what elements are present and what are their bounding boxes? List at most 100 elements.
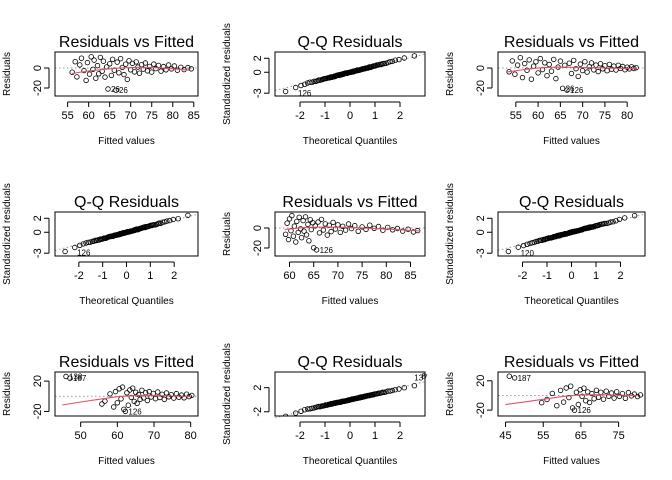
data-point: [302, 81, 308, 87]
data-point: [520, 242, 527, 249]
data-point: [506, 373, 512, 379]
data-point: [161, 396, 167, 403]
data-point: [571, 407, 578, 413]
x-tick-label: -1: [98, 270, 108, 282]
data-point: [99, 68, 105, 74]
data-point: [400, 228, 406, 234]
data-point: [105, 86, 111, 92]
data-point: [537, 55, 543, 62]
data-point: [170, 216, 176, 223]
point-label: 126: [320, 246, 334, 255]
data-point: [610, 218, 616, 225]
x-tick-label: 65: [104, 110, 116, 122]
plot-box: [274, 211, 426, 257]
data-point: [142, 60, 149, 66]
data-point: [588, 60, 595, 66]
y-tick-label: 2: [252, 385, 264, 391]
x-tick-label: 50: [75, 430, 87, 442]
data-point: [614, 389, 620, 395]
data-point: [83, 77, 89, 84]
plot-panel-5: Residuals vs Fitted 126 60 65 70 75 80 85 Fitted…: [222, 194, 426, 307]
x-tick-label: 55: [537, 430, 549, 442]
plot-box: [497, 51, 646, 97]
x-tick-label: 75: [146, 110, 158, 122]
y-tick-label: -20: [475, 402, 487, 418]
data-point: [546, 61, 552, 68]
data-point: [69, 69, 75, 75]
qq-reference-line: [54, 213, 199, 251]
data-point: [511, 375, 518, 381]
data-point: [401, 55, 407, 61]
data-point: [539, 400, 545, 406]
data-point: [385, 224, 391, 231]
data-point: [163, 67, 169, 73]
data-point: [581, 385, 587, 391]
data-point: [106, 61, 113, 67]
data-point: [128, 394, 134, 401]
y-axis-label: Standardized residuals: [445, 183, 456, 285]
data-point: [293, 84, 299, 91]
data-point: [566, 60, 572, 66]
data-point: [295, 229, 301, 236]
data-point: [78, 55, 85, 61]
x-tick-label: 0: [347, 430, 353, 442]
x-tick-label: 55: [61, 110, 73, 122]
plot-title: Residuals vs Fitted: [59, 34, 194, 51]
data-point: [175, 215, 181, 222]
x-tick-label: 85: [188, 110, 200, 122]
data-point: [387, 59, 393, 65]
data-point: [307, 79, 313, 85]
y-tick-label: 20: [32, 375, 44, 387]
plot-title: Residuals vs Fitted: [59, 354, 194, 371]
data-point: [505, 248, 512, 255]
data-point: [119, 384, 126, 390]
data-point: [324, 232, 330, 238]
x-axis-label: Fitted values: [543, 456, 600, 467]
data-point: [348, 225, 355, 232]
points-layer: [62, 212, 191, 255]
y-tick-label: -2: [252, 407, 264, 417]
data-point: [86, 71, 93, 77]
data-point: [135, 391, 142, 398]
data-point: [133, 59, 139, 65]
data-point: [392, 57, 398, 63]
data-point: [328, 228, 334, 235]
data-point: [97, 54, 104, 61]
x-tick-label: 60: [111, 430, 123, 442]
data-point: [300, 217, 306, 224]
point-label: 26: [111, 85, 120, 94]
data-point: [606, 61, 613, 68]
data-point: [315, 219, 321, 225]
data-point: [290, 233, 297, 239]
data-point: [568, 70, 575, 77]
data-point: [298, 234, 305, 241]
x-tick-label: 60: [283, 270, 295, 282]
data-point: [394, 225, 401, 232]
data-point: [77, 242, 83, 248]
y-tick-label: -20: [252, 240, 264, 256]
data-point: [320, 227, 327, 233]
data-point: [602, 220, 608, 227]
plot-box: [54, 211, 199, 257]
y-axis-label: Residuals: [222, 212, 233, 256]
data-point: [77, 62, 83, 68]
data-point: [553, 75, 559, 82]
data-point: [539, 237, 545, 243]
data-point: [313, 247, 320, 253]
data-point: [573, 65, 579, 72]
x-tick-label: 0: [123, 270, 129, 282]
data-point: [108, 72, 115, 79]
y-tick-label: -3: [252, 88, 264, 98]
plot-panel-9: Residuals vs Fitted 187 126 45 55 65 75 Fitted …: [445, 354, 646, 467]
x-tick-label: 1: [593, 270, 599, 282]
data-point: [321, 402, 328, 409]
points-layer: [282, 53, 418, 95]
data-point: [631, 212, 638, 219]
data-point: [557, 58, 564, 64]
data-point: [616, 216, 623, 223]
data-point: [515, 244, 521, 250]
x-tick-label: 0: [568, 270, 574, 282]
point-label: 187: [518, 374, 532, 383]
data-point: [544, 72, 550, 79]
